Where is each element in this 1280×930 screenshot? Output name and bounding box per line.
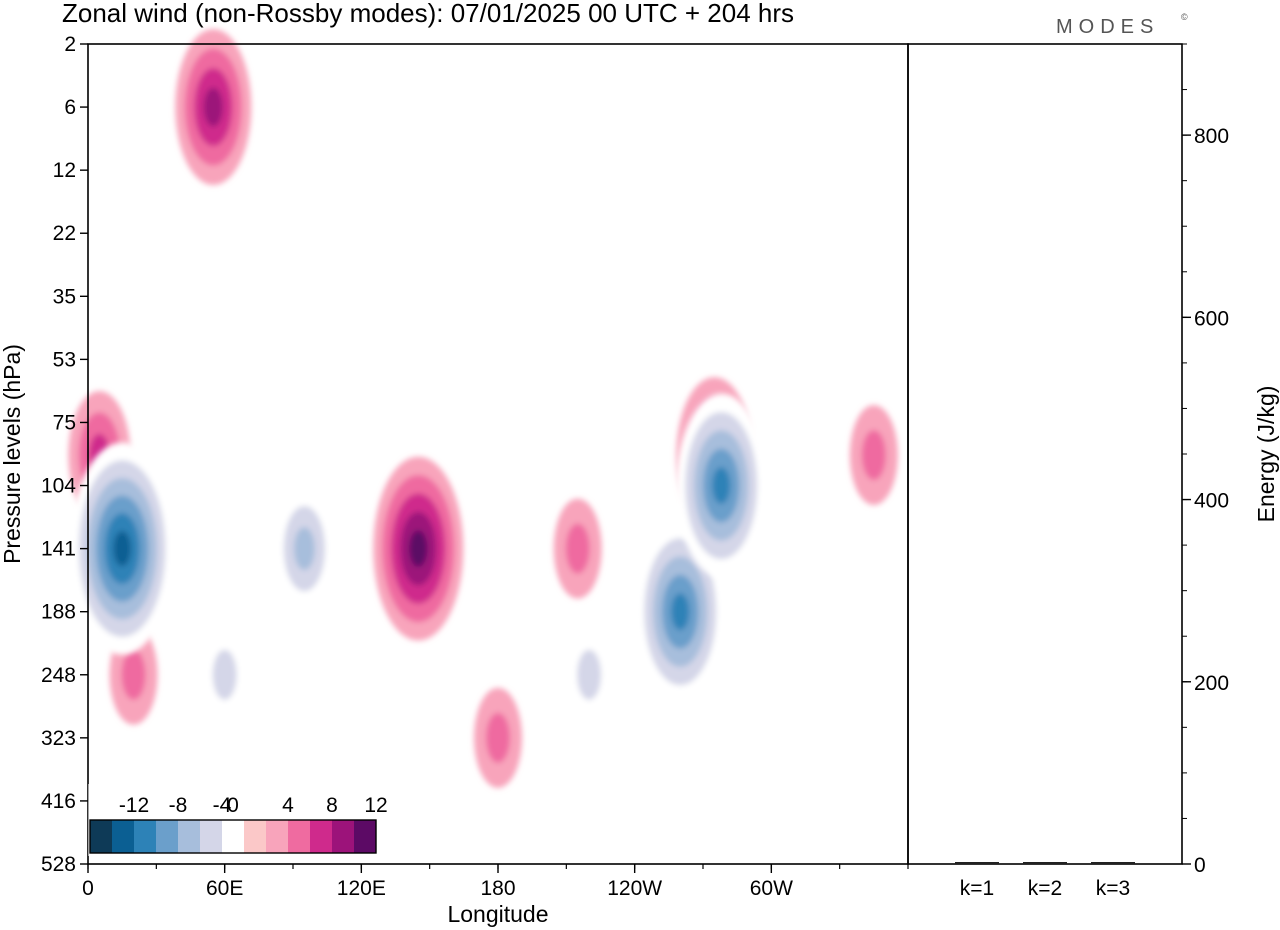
x-tick-label: 180 [480, 877, 515, 900]
wind-contour [121, 649, 146, 700]
energy-bar-k=2 [1023, 862, 1067, 864]
y-tick-label: 53 [53, 348, 76, 371]
wind-contour [113, 530, 131, 567]
wind-contour [712, 467, 731, 504]
wind-contour [409, 530, 428, 568]
colorbar-swatch [354, 820, 376, 853]
energy-y-tick-label: 800 [1194, 125, 1229, 148]
modes-logo-mark: © [1181, 12, 1188, 22]
y-tick-label: 35 [53, 285, 76, 308]
wind-contour [861, 430, 886, 481]
wind-anomaly-2 [849, 405, 898, 506]
x-tick-label: 120W [607, 877, 662, 900]
energy-y-tick-label: 0 [1194, 854, 1206, 877]
colorbar-swatch [244, 820, 266, 853]
energy-frame [907, 43, 1183, 865]
colorbar-label: 8 [326, 794, 338, 817]
colorbar-swatch [90, 820, 112, 853]
colorbar-swatch [178, 820, 200, 853]
colorbar-label: -12 [119, 794, 149, 817]
colorbar-swatch [288, 820, 310, 853]
wind-anomaly-12 [373, 456, 464, 641]
y-axis-label: Pressure levels (hPa) [0, 344, 25, 564]
wind-anomaly-6 [565, 624, 614, 725]
energy-category-label: k=3 [1096, 877, 1130, 900]
colorbar-label: -8 [169, 794, 188, 817]
colorbar-label: 4 [282, 794, 294, 817]
y-tick-label: 248 [41, 664, 76, 687]
energy-y-tick-label: 400 [1194, 490, 1229, 513]
wind-contour [671, 593, 690, 631]
colorbar-label: 12 [364, 794, 387, 817]
energy-category-label: k=2 [1028, 877, 1062, 900]
colorbar-label: 0 [227, 794, 239, 817]
y-tick-label: 528 [41, 853, 76, 876]
y-tick-label: 104 [41, 475, 76, 498]
wind-anomaly-1 [474, 687, 522, 788]
energy-category-label: k=1 [960, 877, 994, 900]
y-tick-label: 75 [53, 411, 76, 434]
wind-anomaly-7 [273, 484, 336, 613]
wind-anomaly-9 [175, 29, 252, 186]
energy-bar-k=1 [955, 862, 999, 864]
wind-anomaly-3 [553, 498, 602, 599]
y-tick-label: 22 [53, 222, 76, 245]
y-tick-label: 323 [41, 727, 76, 750]
wind-anomaly-5 [200, 624, 249, 725]
colorbar-swatch [222, 820, 244, 853]
wind-heatmap [68, 29, 898, 788]
colorbar-swatch [156, 820, 178, 853]
colorbar-outline [89, 819, 377, 854]
y-tick-label: 141 [41, 538, 76, 561]
y-tick-label: 188 [41, 601, 76, 624]
x-tick-label: 0 [82, 877, 94, 900]
colorbar-swatch [310, 820, 332, 853]
x-axis-label: Longitude [447, 901, 548, 927]
colorbar-swatch [332, 820, 354, 853]
colorbar-swatch [134, 820, 156, 853]
colorbar-label: -4 [213, 794, 232, 817]
chart-title: Zonal wind (non-Rossby modes): 07/01/202… [62, 0, 794, 28]
energy-axis-label: Energy (J/kg) [1253, 386, 1279, 523]
energy-bar-k=3 [1091, 862, 1135, 864]
colorbar-swatch [266, 820, 288, 853]
energy-y-tick-label: 200 [1194, 672, 1229, 695]
y-tick-label: 2 [64, 33, 76, 56]
wind-contour [486, 712, 510, 763]
wind-contour [577, 649, 602, 700]
energy-bars: 0 200 400 600 800 k=1 k=2 k=3 [955, 43, 1229, 900]
wind-contour [203, 87, 223, 127]
y-tick-label: 6 [64, 96, 76, 119]
wind-contour [565, 523, 590, 574]
wind-contour [294, 527, 315, 570]
colorbar-swatch [112, 820, 134, 853]
x-tick-label: 60E [206, 877, 243, 900]
x-tick-label: 120E [337, 877, 386, 900]
wind-contour [212, 649, 237, 700]
colorbar: -12 -8 -40 4 8 12 [88, 784, 388, 856]
y-tick-label: 12 [53, 159, 76, 182]
colorbar-swatch [200, 820, 222, 853]
energy-y-tick-label: 600 [1194, 307, 1229, 330]
modes-logo: MODES [1056, 16, 1159, 38]
y-tick-label: 416 [41, 790, 76, 813]
wind-anomaly-13 [676, 393, 767, 578]
x-tick-label: 60W [750, 877, 793, 900]
wind-anomaly-14 [70, 442, 175, 655]
